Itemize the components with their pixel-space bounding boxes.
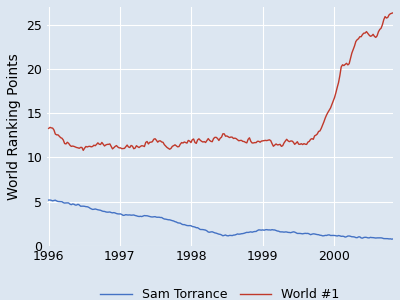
World #1 — [97, 142, 102, 146]
World #1 — [89, 145, 94, 148]
World #1 — [191, 137, 196, 141]
Sam Torrance — [46, 198, 51, 202]
World #1 — [326, 111, 330, 114]
World #1 — [391, 11, 396, 15]
Line: World #1: World #1 — [49, 13, 393, 150]
World #1 — [376, 30, 381, 34]
Sam Torrance — [48, 198, 52, 202]
Sam Torrance — [326, 233, 330, 237]
World #1 — [46, 127, 51, 130]
Sam Torrance — [391, 237, 396, 241]
Legend: Sam Torrance, World #1: Sam Torrance, World #1 — [96, 283, 344, 300]
Sam Torrance — [97, 208, 102, 212]
World #1 — [81, 148, 86, 152]
Sam Torrance — [192, 225, 197, 229]
World #1 — [192, 141, 197, 144]
Sam Torrance — [389, 237, 394, 241]
Y-axis label: World Ranking Points: World Ranking Points — [7, 53, 21, 200]
Sam Torrance — [89, 207, 94, 211]
Sam Torrance — [191, 225, 196, 229]
Line: Sam Torrance: Sam Torrance — [49, 200, 393, 239]
Sam Torrance — [376, 236, 381, 240]
